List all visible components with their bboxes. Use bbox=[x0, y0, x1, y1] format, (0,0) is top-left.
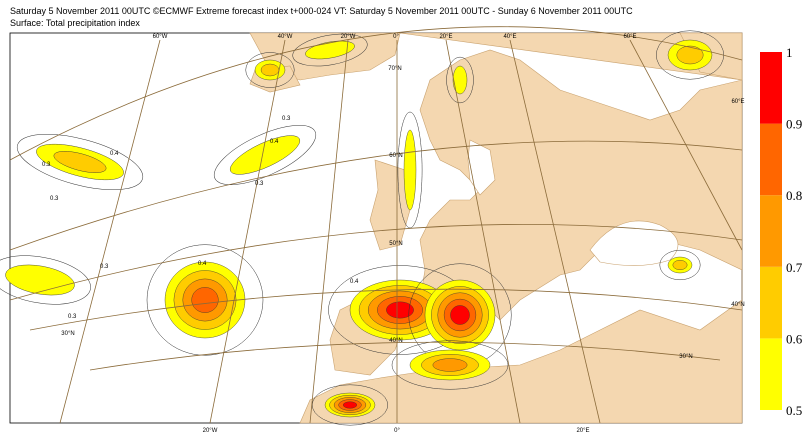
title-line: Saturday 5 November 2011 00UTC ©ECMWF Ex… bbox=[10, 6, 633, 16]
graticule bbox=[89, 341, 721, 371]
land-europe bbox=[299, 32, 743, 424]
graticule-label: 60°E bbox=[731, 99, 744, 105]
index-contour-line bbox=[312, 384, 388, 426]
index-area bbox=[676, 45, 704, 65]
graticule-label: 70°N bbox=[388, 66, 401, 72]
graticule-label: 40°N bbox=[731, 302, 744, 308]
graticule-label: 20°E bbox=[439, 34, 452, 40]
graticule-label: 20°E bbox=[576, 428, 589, 434]
index-contour-line bbox=[391, 340, 509, 390]
index-area bbox=[191, 287, 219, 313]
colorbar-swatch bbox=[760, 266, 782, 339]
graticule-label: 40°E bbox=[503, 34, 516, 40]
colorbar-label: 0.9 bbox=[786, 117, 802, 132]
contour-label: 0.3 bbox=[282, 116, 291, 122]
contour-label: 0.3 bbox=[100, 264, 109, 270]
index-area bbox=[672, 260, 688, 271]
colorbar-label: 0.6 bbox=[786, 331, 803, 346]
graticule-label: 60°N bbox=[389, 153, 402, 159]
graticule-label: 30°N bbox=[61, 331, 74, 337]
graticule bbox=[209, 39, 286, 424]
colorbar-label: 0.8 bbox=[786, 188, 802, 203]
colorbar-swatch bbox=[760, 195, 782, 267]
colorbar: 0.5 0.6 0.7 0.8 0.9 1 bbox=[760, 45, 803, 418]
graticule bbox=[59, 39, 161, 424]
contour-label: 0.3 bbox=[255, 181, 264, 187]
map: 60°W 40°W 20°W 0° 20°E 40°E 60°E 70°N 60°N 50°N 40… bbox=[0, 26, 745, 434]
index-contour-line bbox=[245, 52, 295, 88]
black-sea bbox=[589, 220, 679, 266]
index-area bbox=[452, 65, 468, 95]
contour-label: 0.4 bbox=[270, 139, 279, 145]
contour-label: 0.3 bbox=[68, 314, 77, 320]
colorbar-swatch bbox=[760, 123, 782, 196]
graticule-label: 20°W bbox=[203, 428, 218, 434]
graticule-label: 20°W bbox=[341, 34, 356, 40]
graticule bbox=[445, 39, 521, 424]
contour-label: 0.4 bbox=[110, 151, 119, 157]
index-area bbox=[403, 129, 417, 211]
index-contour-line bbox=[146, 244, 264, 356]
graticule bbox=[309, 39, 349, 424]
graticule-label: 50°N bbox=[389, 241, 402, 247]
colorbar-label: 1 bbox=[786, 45, 793, 60]
index-area bbox=[342, 401, 358, 409]
index-area bbox=[450, 305, 470, 325]
graticule-label: 40°N bbox=[389, 338, 402, 344]
graticule-label: 0° bbox=[394, 428, 400, 434]
index-contour-line bbox=[0, 255, 91, 305]
contour-label: 0.4 bbox=[198, 261, 207, 267]
index-contour-line bbox=[213, 125, 317, 185]
graticule-label: 0° bbox=[393, 34, 399, 40]
contour-label: 0.4 bbox=[350, 279, 359, 285]
contour-label: 0.3 bbox=[50, 196, 59, 202]
graticule bbox=[509, 39, 601, 424]
colorbar-swatch bbox=[760, 52, 782, 124]
index-contour-line bbox=[292, 33, 368, 67]
index-area bbox=[53, 151, 107, 173]
index-area bbox=[229, 135, 301, 175]
graticule bbox=[9, 223, 743, 301]
graticule-label: 30°N bbox=[679, 354, 692, 360]
index-contour-line bbox=[16, 133, 144, 191]
colorbar-label: 0.5 bbox=[786, 403, 802, 418]
precipitation-index bbox=[0, 30, 724, 426]
graticule bbox=[29, 288, 743, 331]
graticule-label: 40°W bbox=[278, 34, 293, 40]
index-area bbox=[386, 301, 414, 319]
colorbar-label: 0.7 bbox=[786, 260, 803, 275]
graticule bbox=[9, 140, 743, 251]
graticule bbox=[9, 26, 743, 161]
index-contour-line bbox=[446, 56, 474, 104]
index-area bbox=[260, 63, 280, 77]
index-area bbox=[432, 358, 468, 372]
contour-label: 0.3 bbox=[42, 162, 51, 168]
colorbar-swatch bbox=[760, 338, 782, 410]
graticule bbox=[629, 39, 743, 251]
index-contour-line bbox=[659, 249, 701, 281]
graticule-label: 60°W bbox=[153, 34, 168, 40]
baltic-sea bbox=[467, 139, 496, 196]
graticule-label: 60°E bbox=[623, 34, 636, 40]
subtitle-line: Surface: Total precipitation index bbox=[10, 18, 140, 28]
